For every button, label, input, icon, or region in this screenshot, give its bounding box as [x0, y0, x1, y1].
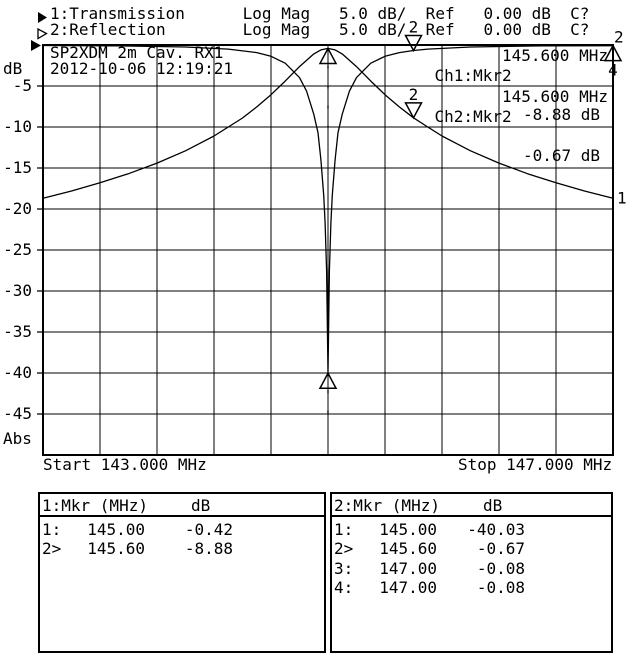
marker-table-trace1-rows: 1: 145.00 -0.42 2> 145.60 -8.88	[40, 517, 324, 559]
marker-table-row: 1: 145.00 -40.03	[334, 520, 611, 539]
y-tick-label: -45	[3, 404, 32, 423]
ch2-readout-freq: 145.600 MHz	[502, 87, 608, 106]
marker-table-trace1-header: 1:Mkr (MHz) dB	[40, 494, 324, 517]
x-axis-stop-label: Stop 147.000 MHz	[458, 455, 613, 474]
marker-table-cell: 145.00	[379, 520, 437, 539]
marker-table-cell: -0.08	[476, 578, 525, 598]
marker-table-row: 4: 147.00 -0.08	[334, 578, 611, 597]
marker-table-row: 1: 145.00 -0.42	[42, 520, 324, 539]
trace-end-label-2: 2	[614, 28, 624, 47]
marker-table-trace2-title: 2:Mkr (MHz)	[334, 496, 440, 515]
ch1-readout-label: Ch1:Mkr2	[434, 65, 512, 85]
marker-table-cell: 2>	[334, 539, 354, 559]
y-tick-label: -40	[3, 363, 32, 382]
marker-table-trace2-header: 2:Mkr (MHz) dB	[332, 494, 611, 517]
marker-table-cell: 3:	[334, 558, 354, 578]
trace2-header-line: 2:Reflection Log Mag 5.0 dB/ Ref 0.00 dB…	[50, 20, 590, 39]
marker-1-trace1-triangle	[318, 46, 338, 65]
marker-1-trace2-triangle	[318, 371, 338, 389]
marker-table-cell: 145.60	[379, 539, 437, 559]
ch2-readout-value: -0.67 dB	[522, 145, 600, 165]
marker-table-trace1-title: 1:Mkr (MHz)	[42, 496, 148, 515]
trace1-header-line: 1:Transmission Log Mag 5.0 dB/ Ref 0.00 …	[50, 4, 590, 23]
marker-table-row: 2> 145.60 -0.67	[334, 539, 611, 558]
y-tick-label: -15	[3, 158, 32, 177]
marker-table-cell: 1:	[42, 520, 62, 539]
chart-title-block: SP2XDM 2m Cav. RX1 2012-10-06 12:19:21	[50, 45, 233, 77]
marker-table-trace2-rows: 1: 145.00 -40.03 2> 145.60 -0.67 3: 147.00 -0.08…	[332, 517, 611, 598]
y-tick-label: -20	[3, 199, 32, 218]
chart-datetime: 2012-10-06 12:19:21	[50, 59, 234, 78]
x-axis-start-label: Start 143.000 MHz	[43, 455, 207, 474]
y-tick-label: -5	[12, 76, 32, 95]
marker-table-trace2: 2:Mkr (MHz) dB 1: 145.00 -40.03 2> 145.60 -0.6…	[330, 492, 613, 653]
marker-table-cell: 145.00	[87, 520, 145, 539]
marker-table-row: 3: 147.00 -0.08	[334, 559, 611, 578]
y-axis-ticks	[37, 85, 43, 415]
marker-table-trace2-db-col: dB	[483, 496, 503, 515]
marker-table-cell: -0.67	[476, 539, 525, 559]
marker-table-trace1: 1:Mkr (MHz) dB 1: 145.00 -0.42 2> 145.60 -8.88	[38, 492, 326, 653]
y-tick-label: -35	[3, 322, 32, 341]
marker-table-cell: 147.00	[379, 578, 437, 598]
marker-3/4-label: 4	[608, 61, 618, 80]
marker-table-cell: 147.00	[379, 558, 437, 578]
y-axis-caption-bottom: Abs	[3, 429, 32, 448]
y-axis-caption-top: dB	[3, 59, 23, 78]
marker-table-cell: -8.88	[184, 539, 233, 559]
trace2-hollow-triangle-icon	[37, 25, 48, 44]
marker-table-cell: 145.60	[87, 539, 145, 559]
marker-table-row: 2> 145.60 -8.88	[42, 539, 324, 558]
marker-table-cell: -40.03	[467, 520, 525, 539]
marker-table-trace1-db-col: dB	[191, 496, 211, 515]
trace1-active-triangle-icon	[37, 9, 48, 28]
y-tick-label: -10	[3, 117, 32, 136]
marker-table-cell: 1:	[334, 520, 354, 539]
marker-table-cell: -0.08	[476, 558, 525, 578]
y-tick-label: -25	[3, 240, 32, 259]
ch2-readout-label: Ch2:Mkr2	[434, 106, 512, 126]
ch1-readout-freq: 145.600 MHz	[502, 46, 608, 65]
y-tick-label: -30	[3, 281, 32, 300]
marker-table-cell: -0.42	[184, 520, 233, 539]
marker-table-cell: 2>	[42, 539, 62, 559]
trace-end-label-1: 1	[617, 188, 627, 207]
marker-table-cell: 4:	[334, 578, 354, 598]
ch2-marker-readout: Ch2:Mkr2 145.600 MHz -0.67 dB	[396, 87, 608, 204]
